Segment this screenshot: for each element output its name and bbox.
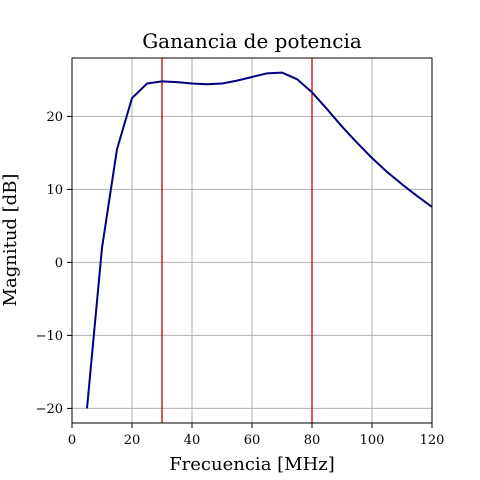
y-tick-label: 10: [46, 183, 63, 198]
grid: [71, 58, 433, 423]
y-tick-label: 0: [55, 256, 63, 271]
x-axis-label: Frecuencia [MHz]: [169, 454, 335, 475]
x-tick-label: 100: [360, 433, 385, 448]
y-axis-ticks: −20 −10 0 10 20: [36, 110, 72, 417]
chart-title: Ganancia de potencia: [142, 29, 362, 53]
y-tick-label: 20: [46, 110, 63, 125]
x-axis-ticks: 0 20 40 60 80 100 120: [68, 423, 445, 448]
reference-lines: [161, 58, 313, 423]
x-tick-label: 120: [420, 433, 445, 448]
x-tick-label: 40: [184, 433, 201, 448]
series-line: [86, 71, 433, 409]
series-group: [86, 71, 433, 409]
y-tick-label: −20: [36, 402, 63, 417]
x-tick-label: 80: [304, 433, 321, 448]
x-tick-label: 0: [68, 433, 76, 448]
y-axis-label: Magnitud [dB]: [0, 174, 21, 307]
y-tick-label: −10: [36, 329, 63, 344]
x-tick-label: 20: [124, 433, 141, 448]
x-tick-label: 60: [244, 433, 261, 448]
